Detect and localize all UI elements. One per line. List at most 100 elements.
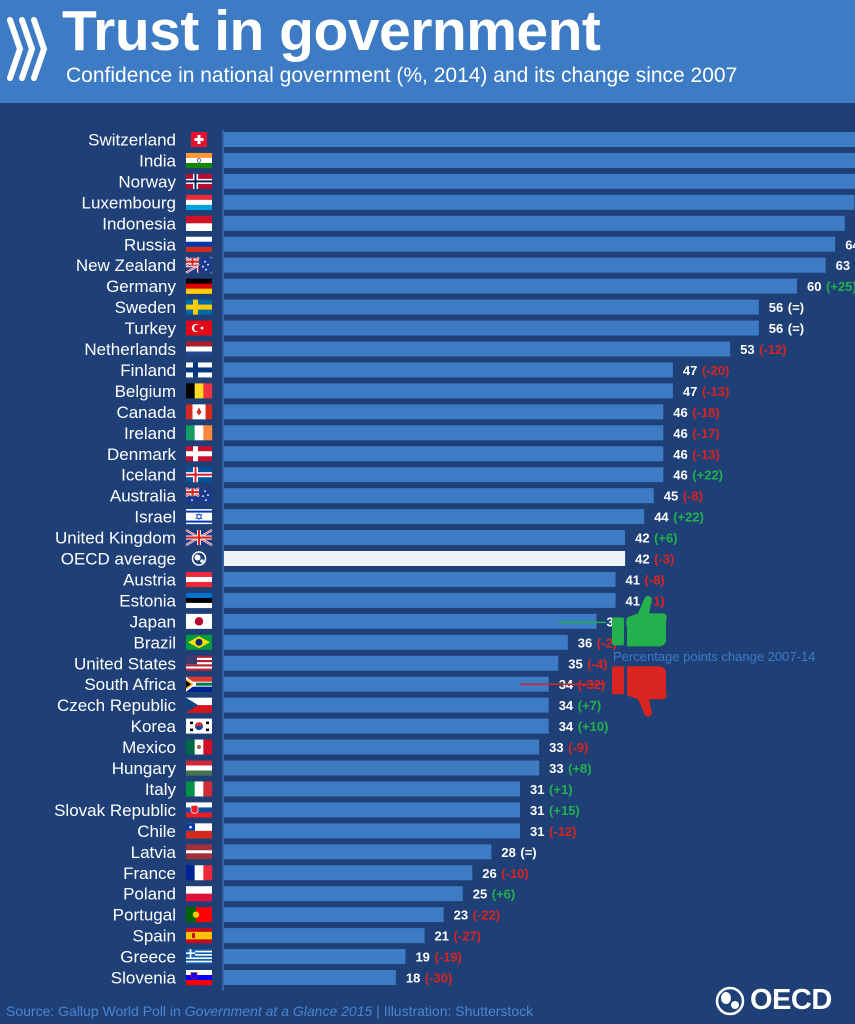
country-label-japan: Japan — [130, 612, 176, 631]
flag-slovenia-icon — [186, 970, 212, 986]
bar-india — [224, 152, 855, 168]
bar-greece — [224, 949, 406, 965]
flag-italy-icon — [186, 781, 213, 797]
flag-greece-icon — [186, 949, 212, 965]
change-label-france: (-10) — [501, 866, 528, 881]
value-label-brazil: 36 — [578, 635, 592, 650]
change-label-czech-republic: (+7) — [578, 698, 601, 713]
change-label-israel: (+22) — [673, 510, 704, 525]
flag-canada-icon — [186, 404, 213, 420]
country-label-india: India — [139, 151, 176, 170]
change-label-korea: (+10) — [578, 719, 609, 734]
legend-note: Percentage points change 2007-14 — [613, 649, 816, 664]
bar-norway — [224, 173, 855, 189]
bar-austria — [224, 571, 616, 587]
change-label-italy: (+1) — [549, 782, 572, 797]
change-label-finland: (-20) — [702, 363, 729, 378]
bar-netherlands — [224, 341, 731, 357]
country-label-korea: Korea — [131, 717, 177, 736]
change-label-hungary: (+8) — [568, 761, 591, 776]
flag-czech-republic-icon — [186, 697, 212, 713]
change-label-brazil: (-2) — [597, 635, 617, 650]
value-label-united-states: 35 — [568, 656, 582, 671]
value-label-ireland: 46 — [673, 426, 687, 441]
country-label-latvia: Latvia — [131, 843, 177, 862]
change-label-sweden: (=) — [788, 300, 804, 315]
country-label-russia: Russia — [124, 235, 177, 254]
flag-india-icon — [186, 152, 212, 169]
change-label-mexico: (-9) — [568, 740, 588, 755]
country-label-sweden: Sweden — [115, 298, 176, 317]
country-label-oecd-average: OECD average — [61, 550, 176, 569]
bar-mexico — [224, 739, 540, 755]
header-band: Trust in government Confidence in nation… — [0, 0, 855, 103]
country-label-australia: Australia — [110, 487, 177, 506]
country-label-brazil: Brazil — [133, 633, 176, 652]
change-label-latvia: (=) — [520, 845, 536, 860]
value-label-finland: 47 — [683, 363, 697, 378]
bar-latvia — [224, 844, 492, 860]
flag-indonesia-icon — [186, 215, 212, 231]
flag-poland-icon — [186, 886, 212, 902]
value-label-canada: 46 — [673, 405, 687, 420]
bar-south-africa — [224, 676, 549, 692]
bar-korea — [224, 718, 549, 734]
country-label-denmark: Denmark — [107, 445, 176, 464]
value-label-poland: 25 — [473, 887, 487, 902]
flag-united-states-icon — [186, 655, 212, 671]
flag-germany-icon — [186, 278, 212, 294]
flag-netherlands-icon — [186, 341, 212, 357]
country-label-france: France — [123, 864, 176, 883]
thumbs-down-icon — [612, 666, 667, 717]
country-label-turkey: Turkey — [125, 319, 177, 338]
bar-chile — [224, 823, 521, 839]
value-label-greece: 19 — [415, 950, 429, 965]
bar-slovak-republic — [224, 802, 521, 818]
flag-turkey-icon — [186, 320, 212, 336]
page-subtitle: Confidence in national government (%, 20… — [66, 64, 738, 87]
country-label-israel: Israel — [134, 508, 176, 527]
country-label-slovenia: Slovenia — [111, 969, 177, 988]
country-label-austria: Austria — [123, 570, 176, 589]
country-label-mexico: Mexico — [122, 738, 176, 757]
bar-poland — [224, 886, 463, 902]
source-note: Source: Gallup World Poll in Government … — [6, 1003, 533, 1019]
bar-new-zealand — [224, 257, 826, 273]
flag-belgium-icon — [186, 383, 213, 399]
value-label-new-zealand: 63 — [836, 258, 850, 273]
flag-denmark-icon — [186, 446, 212, 462]
flag-south-africa-icon — [186, 676, 212, 692]
value-label-turkey: 56 — [769, 321, 783, 336]
flag-france-icon — [186, 865, 213, 881]
bar-brazil — [224, 634, 568, 650]
country-label-germany: Germany — [106, 277, 176, 296]
bar-chart: Switzerland75(+12)India73(-9)Norway70(+2… — [54, 130, 855, 991]
bar-russia — [224, 236, 836, 252]
country-label-new-zealand: New Zealand — [76, 256, 176, 275]
country-label-norway: Norway — [118, 172, 176, 191]
bar-ireland — [224, 425, 664, 441]
bar-portugal — [224, 907, 444, 923]
bar-switzerland — [224, 132, 855, 147]
country-label-greece: Greece — [120, 948, 176, 967]
value-label-slovenia: 18 — [406, 971, 420, 986]
flag-iceland-icon — [186, 467, 212, 483]
source-suffix: | Illustration: Shutterstock — [372, 1003, 534, 1019]
source-title: Government at a Glance 2015 — [184, 1003, 373, 1019]
bar-japan — [224, 613, 597, 629]
flag-spain-icon — [186, 928, 212, 944]
change-label-belgium: (-13) — [702, 384, 729, 399]
bar-estonia — [224, 592, 616, 608]
flag-switzerland-icon — [191, 132, 207, 147]
flag-latvia-icon — [186, 844, 212, 860]
country-label-south-africa: South Africa — [84, 675, 176, 694]
value-label-italy: 31 — [530, 782, 544, 797]
change-label-united-states: (-4) — [587, 656, 607, 671]
change-label-australia: (-8) — [683, 489, 703, 504]
value-label-czech-republic: 34 — [559, 698, 574, 713]
value-label-united-kingdom: 42 — [635, 531, 649, 546]
country-label-canada: Canada — [116, 403, 176, 422]
bar-hungary — [224, 760, 540, 776]
country-label-slovak-republic: Slovak Republic — [54, 801, 176, 820]
